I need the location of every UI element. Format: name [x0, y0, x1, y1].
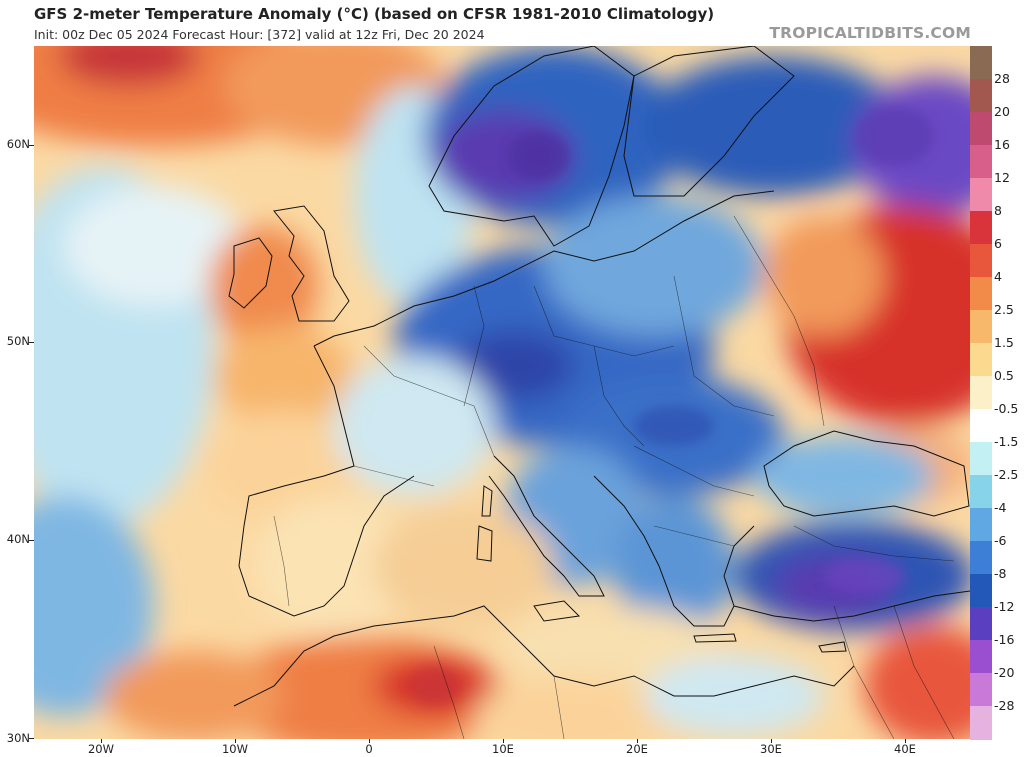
- colorbar-segment: [970, 574, 992, 608]
- colorbar-label: -0.5: [994, 401, 1019, 416]
- lon-label-40e: 40E: [894, 742, 916, 756]
- colorbar-segment: [970, 244, 992, 278]
- lon-label-30e: 30E: [760, 742, 782, 756]
- colorbar-segment: [970, 178, 992, 212]
- colorbar-segment: [970, 673, 992, 707]
- colorbar-segment: [970, 310, 992, 344]
- lat-tick: [29, 738, 34, 739]
- lat-label-30n: 30N: [6, 731, 30, 745]
- chart-title: GFS 2-meter Temperature Anomaly (°C) (ba…: [34, 5, 715, 23]
- colorbar-label: 12: [994, 170, 1010, 185]
- lat-tick: [29, 540, 34, 541]
- header: GFS 2-meter Temperature Anomaly (°C) (ba…: [0, 0, 1024, 46]
- colorbar-segment: [970, 376, 992, 410]
- colorbar: [970, 46, 992, 740]
- colorbar-label: -16: [994, 632, 1015, 647]
- colorbar-segment: [970, 145, 992, 179]
- anomaly-detail: [409, 106, 934, 706]
- coastlines: [228, 46, 970, 707]
- colorbar-label: 4: [994, 269, 1002, 284]
- lat-tick: [29, 342, 34, 343]
- colorbar-segment: [970, 475, 992, 509]
- colorbar-label: 28: [994, 71, 1010, 86]
- colorbar-segment: [970, 442, 992, 476]
- colorbar-segment: [970, 541, 992, 575]
- colorbar-label: -28: [994, 698, 1015, 713]
- colorbar-segment: [970, 79, 992, 113]
- colorbar-segment: [970, 112, 992, 146]
- lon-tick: [369, 739, 370, 743]
- colorbar-segment: [970, 706, 992, 740]
- colorbar-segment: [970, 640, 992, 674]
- colorbar-label: -6: [994, 533, 1007, 548]
- lon-tick: [771, 739, 772, 743]
- lat-label-40n: 40N: [6, 532, 30, 546]
- colorbar-label: -20: [994, 665, 1015, 680]
- lon-label-0: 0: [365, 742, 373, 756]
- lon-label-10w: 10W: [221, 742, 248, 756]
- colorbar-label: 16: [994, 137, 1010, 152]
- colorbar-segment: [970, 277, 992, 311]
- lat-tick: [29, 145, 34, 146]
- colorbar-label: 1.5: [994, 335, 1014, 350]
- lon-tick: [637, 739, 638, 743]
- colorbar-segment: [970, 508, 992, 542]
- colorbar-segment: [970, 211, 992, 245]
- colorbar-segment: [970, 607, 992, 641]
- forecast-info: Init: 00z Dec 05 2024 Forecast Hour: [37…: [34, 27, 485, 42]
- colorbar-segment: [970, 343, 992, 377]
- colorbar-label: 2.5: [994, 302, 1014, 317]
- lon-tick: [235, 739, 236, 743]
- colorbar-label: -1.5: [994, 434, 1019, 449]
- map-canvas: [34, 46, 970, 739]
- colorbar-segment: [970, 409, 992, 443]
- lat-label-60n: 60N: [6, 137, 30, 151]
- lon-label-10e: 10E: [492, 742, 514, 756]
- lon-tick: [503, 739, 504, 743]
- colorbar-segment: [970, 46, 992, 80]
- colorbar-label: -4: [994, 500, 1007, 515]
- temperature-anomaly-map: [34, 46, 970, 739]
- colorbar-label: 0.5: [994, 368, 1014, 383]
- colorbar-label: 20: [994, 104, 1010, 119]
- lon-tick: [905, 739, 906, 743]
- colorbar-label: -2.5: [994, 467, 1019, 482]
- lon-tick: [101, 739, 102, 743]
- lon-label-20w: 20W: [87, 742, 114, 756]
- site-brand[interactable]: TROPICALTIDBITS.COM: [769, 24, 971, 42]
- colorbar-label: 8: [994, 203, 1002, 218]
- lat-label-50n: 50N: [6, 334, 30, 348]
- colorbar-label: 6: [994, 236, 1002, 251]
- lon-label-20e: 20E: [626, 742, 648, 756]
- country-borders: [273, 215, 955, 739]
- colorbar-label: -8: [994, 566, 1007, 581]
- colorbar-label: -12: [994, 599, 1015, 614]
